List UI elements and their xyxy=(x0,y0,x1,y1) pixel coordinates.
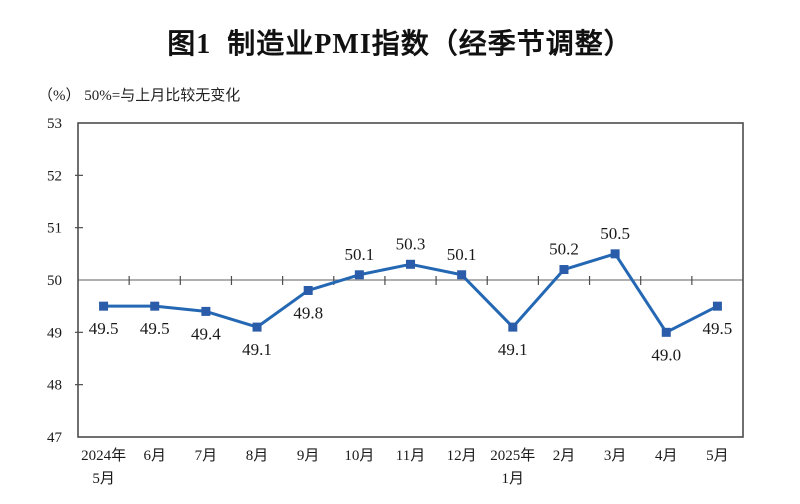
x-axis-label: 11月 xyxy=(396,448,425,464)
plot-border xyxy=(77,122,744,438)
data-point xyxy=(661,327,671,337)
data-label: 50.1 xyxy=(344,245,374,264)
x-axis-label: 4月 xyxy=(655,448,678,464)
data-label: 50.3 xyxy=(396,234,426,253)
y-axis-label: 52 xyxy=(47,168,62,184)
data-label: 49.5 xyxy=(703,319,733,338)
y-axis-label: 51 xyxy=(47,221,62,237)
data-point xyxy=(610,249,620,259)
x-axis-label: 5月 xyxy=(92,471,115,487)
data-point xyxy=(559,265,569,275)
data-label: 50.5 xyxy=(600,224,630,243)
x-axis-label: 9月 xyxy=(297,448,320,464)
y-axis-label: 49 xyxy=(47,325,62,341)
data-label: 49.8 xyxy=(293,303,323,322)
data-label: 49.0 xyxy=(651,345,681,364)
x-axis-label: 2月 xyxy=(553,448,576,464)
chart-title: 图1 制造业PMI指数（经季节调整） xyxy=(167,29,633,60)
x-axis-label: 12月 xyxy=(447,448,477,464)
x-axis-label: 5月 xyxy=(706,448,729,464)
axis-unit-note: （%） 50%=与上月比较无变化 xyxy=(38,88,241,104)
x-axis-label: 7月 xyxy=(195,448,218,464)
data-label: 49.1 xyxy=(242,340,272,359)
x-axis-label: 6月 xyxy=(143,448,166,464)
x-axis-label: 1月 xyxy=(502,471,525,487)
x-axis-label: 2025年 xyxy=(490,447,535,464)
data-point xyxy=(712,301,722,311)
y-axis-label: 50 xyxy=(47,273,62,289)
data-point xyxy=(201,306,211,316)
x-axis-label: 2024年 xyxy=(81,447,126,464)
data-point xyxy=(508,322,518,332)
data-label: 49.5 xyxy=(140,319,170,338)
data-point xyxy=(252,322,262,332)
data-label: 49.1 xyxy=(498,340,528,359)
data-label: 49.4 xyxy=(191,324,221,343)
x-axis-label: 8月 xyxy=(246,448,269,464)
data-label: 50.2 xyxy=(549,240,579,259)
data-point xyxy=(406,259,415,269)
data-point xyxy=(354,270,364,280)
y-axis-label: 53 xyxy=(47,116,62,132)
data-label: 50.1 xyxy=(447,245,477,264)
y-axis-label: 48 xyxy=(47,378,62,394)
x-axis-label: 3月 xyxy=(604,448,627,464)
data-point xyxy=(150,301,160,311)
data-point xyxy=(99,301,109,311)
data-point xyxy=(303,285,313,295)
data-label: 49.5 xyxy=(89,319,119,338)
data-point xyxy=(457,270,467,280)
y-axis-label: 47 xyxy=(47,430,63,446)
x-axis-label: 10月 xyxy=(344,448,374,464)
